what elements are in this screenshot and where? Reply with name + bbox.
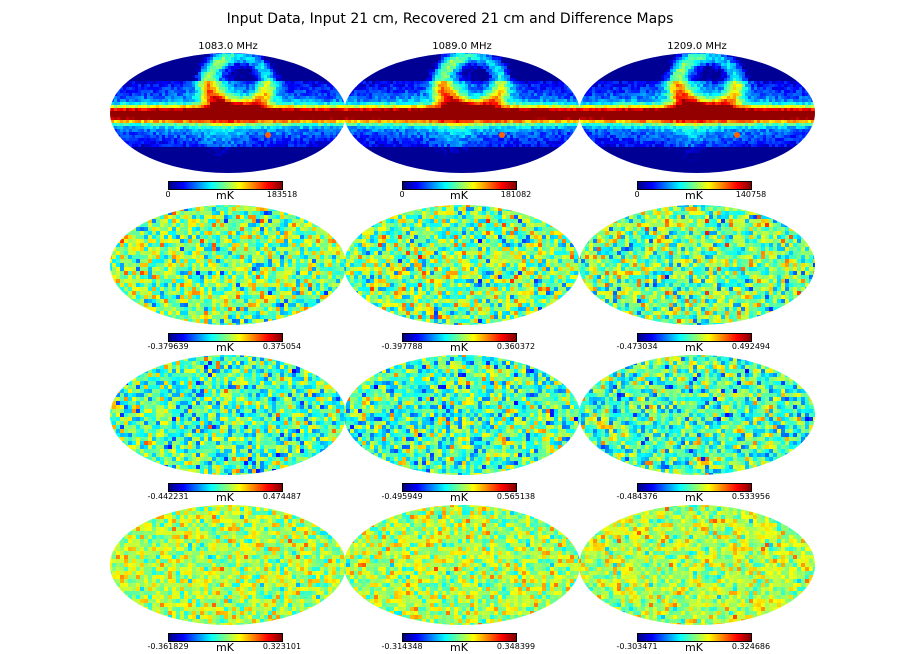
colorbar-min-label: -0.484376	[616, 492, 657, 501]
colorbar-max-label: 0.360372	[497, 342, 535, 351]
colorbar-max-label: 183518	[267, 190, 298, 199]
colorbar-unit-label: mK	[216, 189, 234, 202]
colorbar-min-label: -0.397788	[381, 342, 422, 351]
input-data-map	[108, 51, 348, 175]
colorbar-max-label: 181082	[501, 190, 532, 199]
colorbar-max-label: 0.375054	[263, 342, 301, 351]
colorbar-min-label: -0.473034	[616, 342, 657, 351]
difference-map	[577, 503, 817, 627]
colorbar-unit-label: mK	[685, 189, 703, 202]
colorbar-max-label: 0.565138	[497, 492, 535, 501]
colorbar-max-label: 0.474487	[263, 492, 301, 501]
colorbar-min-label: 0	[165, 190, 170, 199]
colorbar-min-label: 0	[399, 190, 404, 199]
colorbar-min-label: 0	[634, 190, 639, 199]
recovered-21cm-map	[108, 353, 348, 477]
input-data-panel-2: 0 mK 181082	[342, 51, 582, 201]
colorbar-unit-label: mK	[450, 189, 468, 202]
colorbar-max-label: 140758	[736, 190, 767, 199]
colorbar-max-label: 0.533956	[732, 492, 770, 501]
input-21cm-map	[577, 203, 817, 327]
input-21cm-map	[108, 203, 348, 327]
difference-map	[108, 503, 348, 627]
difference-map	[342, 503, 582, 627]
input-data-panel-1: 0 mK 183518	[108, 51, 348, 201]
colorbar-min-label: -0.442231	[147, 492, 188, 501]
colorbar-unit-label: mK	[685, 641, 703, 654]
colorbar-unit-label: mK	[216, 641, 234, 654]
input-data-panel-3: 0 mK 140758	[577, 51, 817, 201]
colorbar-min-label: -0.379639	[147, 342, 188, 351]
input-data-map	[577, 51, 817, 175]
colorbar-min-label: -0.495949	[381, 492, 422, 501]
input-data-map	[342, 51, 582, 175]
recovered-21cm-map	[342, 353, 582, 477]
input-21cm-map	[342, 203, 582, 327]
colorbar-max-label: 0.492494	[732, 342, 770, 351]
colorbar-unit-label: mK	[450, 641, 468, 654]
recovered-21cm-map	[577, 353, 817, 477]
